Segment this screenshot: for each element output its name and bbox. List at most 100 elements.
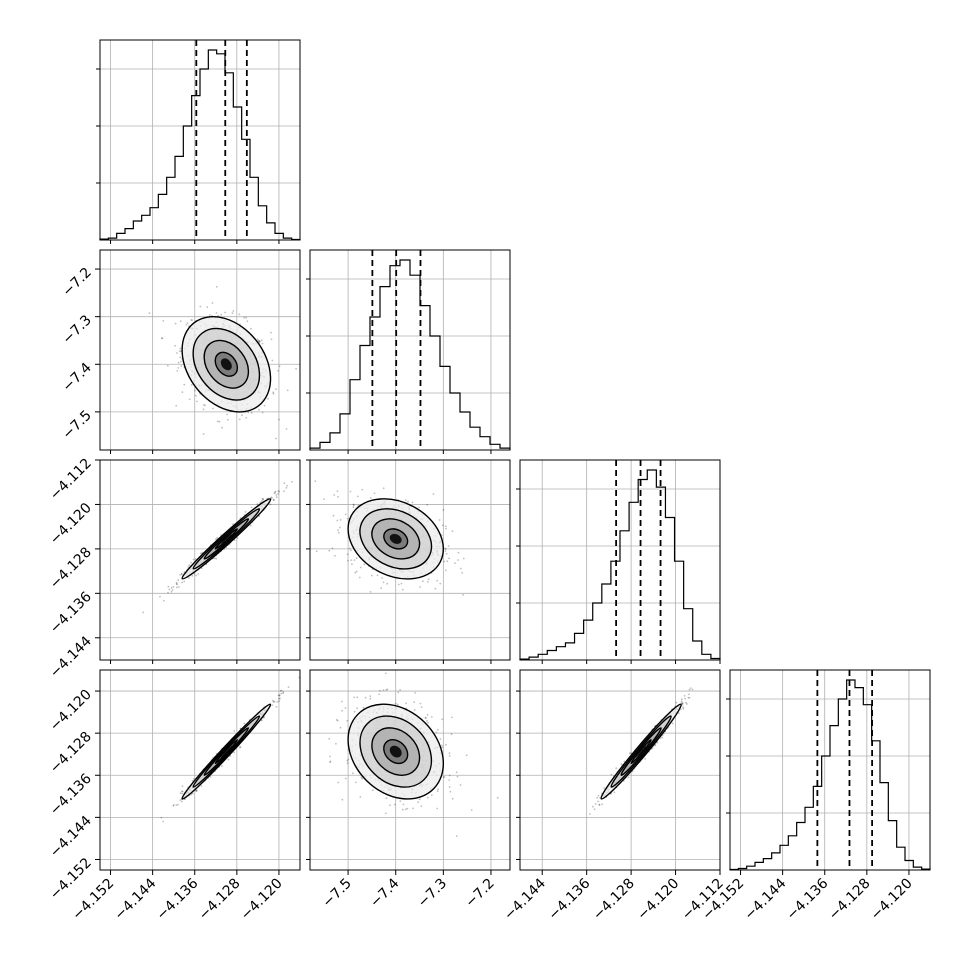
sample-point	[396, 703, 399, 706]
sample-point	[238, 418, 241, 421]
y-tick-label: −7.5	[59, 407, 94, 442]
sample-point	[227, 758, 230, 761]
sample-point	[687, 693, 690, 696]
sample-point	[285, 487, 288, 489]
sample-point	[220, 313, 223, 316]
sample-point	[221, 765, 223, 768]
sample-point	[333, 494, 336, 496]
sample-point	[389, 804, 391, 807]
sample-point	[680, 708, 682, 711]
scatter-frame-3-2	[519, 669, 721, 871]
sample-point	[381, 577, 384, 579]
sample-point	[260, 500, 263, 503]
scatter-frame-3-0	[99, 669, 301, 871]
sample-point	[413, 701, 416, 703]
sample-point	[444, 547, 446, 550]
sample-point	[191, 574, 194, 577]
sample-point	[615, 767, 618, 770]
sample-point	[359, 566, 362, 569]
sample-point	[329, 761, 331, 764]
sample-point	[236, 537, 239, 539]
sample-point	[360, 776, 363, 779]
y-tick-label: −4.120	[47, 500, 95, 548]
sample-point	[195, 394, 197, 397]
sample-point	[206, 306, 209, 308]
sample-point	[208, 314, 211, 316]
sample-point	[287, 686, 290, 688]
x-tick-label: −7.3	[415, 876, 450, 911]
sample-point	[628, 752, 631, 755]
x-tick-label: −4.120	[238, 876, 286, 924]
sample-point	[335, 718, 338, 721]
sample-point	[211, 302, 214, 304]
sample-point	[683, 695, 686, 697]
sample-point	[190, 561, 193, 564]
sample-point	[179, 574, 182, 576]
sample-point	[459, 567, 462, 570]
sample-point	[437, 728, 439, 731]
sample-point	[335, 742, 337, 745]
sample-point	[215, 285, 218, 288]
histogram-panel-0	[96, 40, 301, 241]
sample-point	[451, 530, 454, 533]
sample-point	[436, 807, 439, 810]
sample-point	[260, 339, 263, 342]
histogram-panel-2	[516, 460, 721, 660]
sample-point	[329, 760, 332, 763]
sample-point	[278, 694, 281, 697]
sample-point	[465, 754, 468, 757]
y-tick-label: −7.2	[59, 265, 94, 300]
sample-point	[451, 797, 454, 800]
sample-point	[329, 755, 331, 758]
sample-point	[217, 314, 220, 317]
sample-point	[282, 691, 285, 693]
sample-point	[174, 344, 177, 347]
sample-point	[260, 719, 263, 722]
sample-point	[272, 498, 275, 501]
sample-point	[344, 707, 347, 709]
sample-point	[378, 693, 380, 696]
x-tick-label: −4.128	[590, 876, 638, 924]
sample-point	[272, 699, 274, 702]
sample-point	[417, 801, 419, 804]
sample-point	[620, 763, 623, 765]
sample-point	[278, 365, 281, 368]
sample-point	[179, 799, 182, 801]
sample-point	[202, 433, 205, 435]
sample-point	[427, 581, 429, 583]
sample-point	[613, 791, 616, 794]
sample-point	[597, 794, 600, 797]
sample-point	[278, 694, 281, 696]
sample-point	[353, 710, 356, 713]
sample-point	[425, 716, 427, 719]
sample-point	[185, 323, 188, 326]
sample-point	[190, 319, 193, 321]
sample-point	[349, 490, 352, 493]
sample-point	[442, 509, 445, 511]
histogram-step	[309, 259, 511, 450]
sample-point	[339, 519, 342, 521]
sample-point	[337, 781, 340, 784]
sample-point	[346, 759, 349, 762]
sample-point	[280, 692, 283, 695]
sample-point	[369, 695, 372, 698]
sample-point	[593, 808, 596, 811]
sample-point	[369, 591, 372, 593]
sample-point	[213, 557, 216, 560]
sample-point	[352, 504, 355, 507]
sample-point	[195, 790, 198, 793]
scatter-panel-1-0	[100, 250, 300, 450]
sample-point	[176, 803, 179, 806]
scatter-panel-3-0	[100, 670, 301, 870]
y-tick-label: −4.128	[47, 544, 95, 592]
sample-point	[444, 550, 447, 552]
sample-point	[404, 499, 407, 501]
density-peak	[389, 533, 402, 544]
sample-point	[353, 559, 356, 561]
sample-point	[688, 688, 691, 691]
histogram-step	[99, 49, 301, 241]
sample-point	[350, 559, 353, 561]
sample-point	[373, 492, 376, 495]
histogram-frame-2	[519, 459, 721, 661]
sample-point	[681, 702, 684, 705]
